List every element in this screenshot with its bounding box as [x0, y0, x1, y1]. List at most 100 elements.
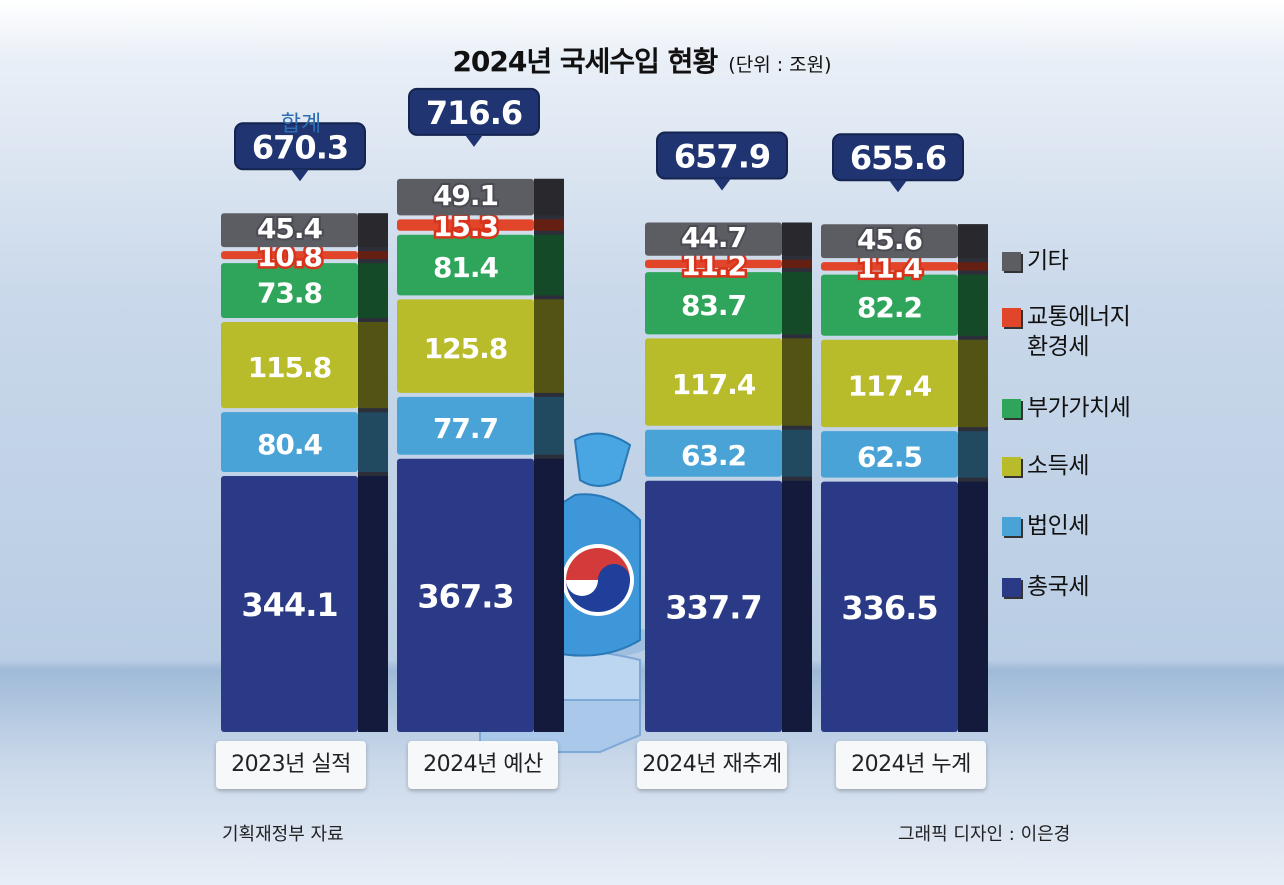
bar-segment-side-1-0 [534, 458, 564, 732]
bar-segment-side-3-0 [958, 481, 988, 732]
bar-segment-2-0 [645, 480, 782, 732]
bar-segment-0-0 [221, 475, 358, 732]
data-label-2-3: 83.7 [681, 289, 746, 322]
data-label-0-3: 73.8 [257, 277, 322, 310]
bar-segment-side-1-5 [534, 178, 564, 216]
bar-segment-3-1 [821, 431, 958, 478]
data-label-0-0: 344.1 [241, 586, 337, 624]
data-label-1-5: 49.1 [433, 179, 498, 212]
bar-segment-1-0 [397, 458, 534, 732]
bar-segment-side-2-5 [782, 222, 812, 256]
credit-note: 그래픽 디자인 : 이은경 [898, 824, 1071, 845]
total-pointer-3 [889, 180, 907, 193]
data-label-0-5: 45.4 [257, 212, 323, 245]
total-value-0: 670.3 [252, 128, 348, 166]
bar-segment-side-2-2 [782, 338, 812, 426]
bar-segment-side-2-4 [782, 259, 812, 269]
bar-segment-side-3-1 [958, 431, 988, 478]
bar-segment-side-1-4 [534, 219, 564, 231]
bar-segment-3-0 [821, 481, 958, 732]
data-label-3-3: 82.2 [857, 291, 922, 324]
legend-swatch-transport-tax [1002, 308, 1021, 327]
bar-segment-0-1 [221, 412, 358, 472]
data-label-2-0: 337.7 [665, 588, 761, 626]
legend-item-corporate-tax: 법인세 [1002, 511, 1089, 541]
data-label-2-5: 44.7 [681, 221, 746, 254]
bar-segment-2-3 [645, 272, 782, 335]
bar-segment-2-2 [645, 338, 782, 426]
total-value-3: 655.6 [850, 139, 946, 177]
data-label-1-2: 125.8 [424, 332, 508, 365]
money-bag-knot-icon [573, 432, 632, 487]
bar-segment-3-4 [821, 262, 958, 271]
data-label-2-1: 63.2 [681, 439, 746, 472]
emblem-blue-icon [566, 564, 630, 612]
bar-segment-1-2 [397, 299, 534, 393]
bar-segment-side-2-3 [782, 272, 812, 335]
data-label-3-5: 45.6 [857, 223, 922, 256]
bar-segment-side-3-4 [958, 262, 988, 271]
bar-segment-side-2-1 [782, 429, 812, 477]
total-value-2: 657.9 [674, 138, 770, 176]
bar-segment-1-1 [397, 396, 534, 455]
legend-swatch-vat [1002, 399, 1021, 418]
data-label-3-1: 62.5 [857, 440, 922, 473]
data-label-1-3: 81.4 [433, 251, 499, 284]
bar-segment-0-5 [221, 213, 358, 248]
legend-swatch-income-tax [1002, 457, 1021, 476]
bar-segment-side-0-0 [358, 475, 388, 732]
chart-title: 2024년 국세수입 현황 (단위 : 조원) [0, 40, 1284, 80]
bar-segment-0-3 [221, 263, 358, 319]
legend-label-etc: 기타 [1027, 248, 1069, 274]
bar-segment-1-4 [397, 219, 534, 231]
data-label-2-2: 117.4 [672, 368, 756, 401]
total-value-1: 716.6 [426, 94, 522, 132]
data-label-3-2: 117.4 [848, 369, 932, 402]
data-label-0-2: 115.8 [248, 351, 332, 384]
bar-segment-2-5 [645, 222, 782, 256]
bar-segment-2-4 [645, 259, 782, 269]
bar-segment-side-3-5 [958, 224, 988, 259]
total-pointer-1 [465, 134, 483, 147]
legend-item-income-tax: 소득세 [1002, 451, 1089, 481]
legend-swatch-corporate-tax [1002, 517, 1021, 536]
bar-segment-side-0-4 [358, 251, 388, 260]
legend-label-income-tax: 소득세 [1027, 453, 1089, 479]
category-label-1: 2024년 예산 [408, 741, 558, 789]
bar-segment-side-2-0 [782, 480, 812, 732]
sum-caption: 합계 [280, 112, 322, 137]
bar-segment-3-5 [821, 224, 958, 259]
legend-label-corporate-tax: 법인세 [1027, 513, 1089, 539]
bar-segment-side-0-5 [358, 213, 388, 248]
legend-label-transport-tax: 교통에너지 환경세 [1027, 304, 1131, 360]
legend-item-etc: 기타 [1002, 246, 1069, 276]
unit-text: (단위 : 조원) [728, 54, 832, 76]
bar-segment-side-0-3 [358, 263, 388, 319]
data-label-3-0: 336.5 [841, 589, 937, 627]
bar-segment-side-3-3 [958, 274, 988, 336]
bar-segment-side-1-3 [534, 234, 564, 296]
legend-swatch-total-tax [1002, 578, 1021, 597]
bar-segment-3-2 [821, 339, 958, 428]
legend-item-transport-tax: 교통에너지 환경세 [1002, 302, 1131, 362]
total-pointer-0 [291, 169, 309, 182]
bar-segment-side-0-1 [358, 412, 388, 472]
source-note: 기획재정부 자료 [222, 824, 344, 845]
legend-label-total-tax: 총국세 [1027, 574, 1089, 600]
bar-segment-0-2 [221, 322, 358, 409]
total-pointer-2 [713, 178, 731, 191]
bar-segment-side-1-1 [534, 396, 564, 455]
bar-segment-side-3-2 [958, 339, 988, 428]
legend-item-vat: 부가가치세 [1002, 393, 1131, 423]
legend-item-total-tax: 총국세 [1002, 572, 1089, 602]
bar-segment-3-3 [821, 274, 958, 336]
bar-segment-side-0-2 [358, 322, 388, 409]
data-label-0-1: 80.4 [257, 428, 323, 461]
data-label-1-0: 367.3 [417, 577, 513, 615]
category-label-3: 2024년 누계 [836, 741, 986, 789]
category-label-0: 2023년 실적 [216, 741, 366, 789]
bar-segment-side-1-2 [534, 299, 564, 393]
bar-segment-0-4 [221, 251, 358, 260]
bar-segment-2-1 [645, 429, 782, 477]
